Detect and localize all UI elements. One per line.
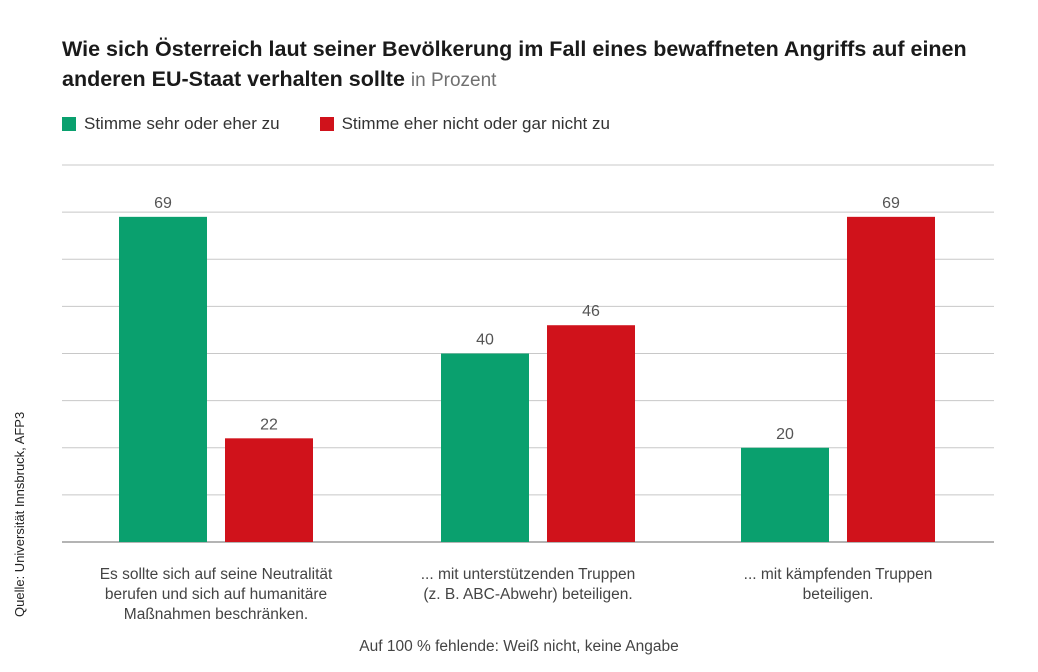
- chart-title-text: Wie sich Österreich laut seiner Bevölker…: [62, 37, 967, 91]
- data-label: 46: [582, 303, 600, 320]
- category-label-support-troops: ... mit unterstützenden Truppen (z. B. A…: [420, 566, 636, 603]
- bar: [119, 216, 207, 542]
- category-label-neutrality: Es sollte sich auf seine Neutralität ber…: [99, 566, 333, 623]
- bar: [847, 216, 935, 542]
- data-label: 69: [882, 195, 900, 212]
- legend: Stimme sehr oder eher zu Stimme eher nic…: [62, 114, 610, 134]
- bar: [441, 353, 529, 542]
- data-label: 69: [154, 195, 172, 212]
- bar: [547, 325, 635, 542]
- chart-title: Wie sich Österreich laut seiner Bevölker…: [62, 34, 1012, 96]
- legend-item-agree: Stimme sehr oder eher zu: [62, 114, 280, 134]
- bar: [741, 447, 829, 542]
- legend-swatch-agree: [62, 117, 76, 131]
- legend-swatch-disagree: [319, 117, 334, 131]
- chart-unit: in Prozent: [410, 70, 497, 91]
- category-label-combat-troops: ... mit kämpfenden Truppen beteiligen.: [743, 566, 933, 603]
- bar: [225, 438, 313, 542]
- legend-label-disagree: Stimme eher nicht oder gar nicht zu: [341, 114, 610, 133]
- footnote: Auf 100 % fehlende: Weiß nicht, keine An…: [359, 638, 679, 655]
- data-label: 22: [260, 416, 278, 433]
- source-label: Quelle: Universität Innsbruck, AFP3: [12, 411, 27, 617]
- data-label: 20: [776, 426, 794, 443]
- legend-label-agree: Stimme sehr oder eher zu: [84, 114, 280, 133]
- data-label: 40: [476, 332, 494, 349]
- legend-item-disagree: Stimme eher nicht oder gar nicht zu: [319, 114, 610, 134]
